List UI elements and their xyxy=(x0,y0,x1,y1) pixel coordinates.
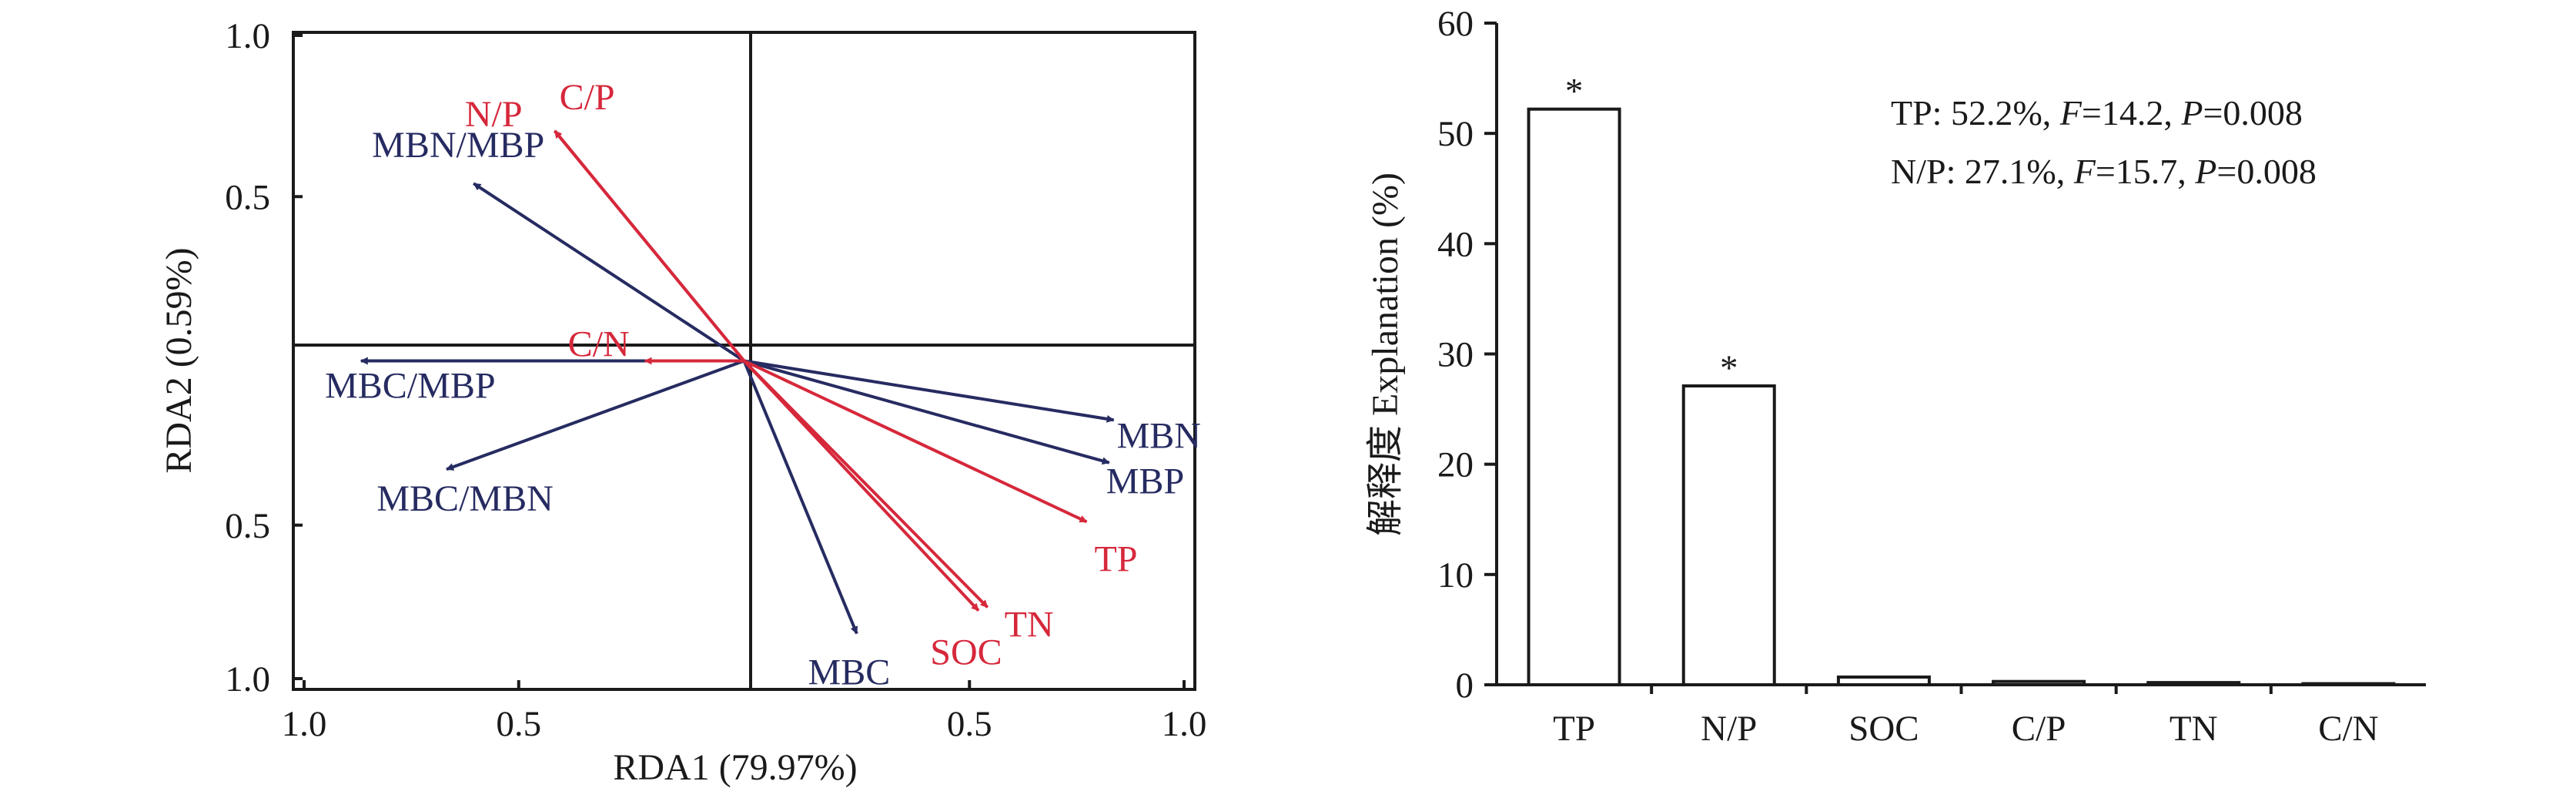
bar-annotation-np: N/P: 27.1%, F=15.7, P=0.008 xyxy=(1891,152,2317,191)
rda-y-tick-label: 1.0 xyxy=(225,659,270,699)
rda-y-tick-label: 0.5 xyxy=(225,177,270,217)
rda-x-tick-label: 1.0 xyxy=(282,704,327,744)
rda-vector-mbp xyxy=(743,359,1110,465)
bar-y-tick-label: 20 xyxy=(1437,445,1474,485)
bar-category-label: C/N xyxy=(2318,709,2378,749)
bar-significance-marker: * xyxy=(1720,348,1738,388)
bar-n-p xyxy=(1681,384,1776,686)
rda-vector-label: MBN xyxy=(1117,415,1201,456)
bar-y-axis-label: 解释度 Explanation (%) xyxy=(1365,173,1406,536)
rda-vector-mbc-mbn xyxy=(446,359,745,471)
rda-vector-soc xyxy=(743,360,980,612)
rda-vectors xyxy=(360,129,1115,635)
rda-vector-label: MBN/MBP xyxy=(372,125,544,166)
bar-soc xyxy=(1836,675,1931,686)
rda-vector-tp xyxy=(743,359,1088,524)
bar-y-tick-label: 10 xyxy=(1437,555,1474,595)
rda-vector-label: TP xyxy=(1094,538,1137,579)
bar-y-tick-label: 40 xyxy=(1437,224,1474,264)
bar-tn xyxy=(2146,681,2241,686)
rda-vector-mbn xyxy=(744,359,1115,423)
rda-vector-label: MBC xyxy=(808,652,891,692)
rda-vector-c-p xyxy=(554,129,746,362)
bar-y-tick-label: 0 xyxy=(1456,666,1474,706)
rda-x-tick-label: 0.5 xyxy=(947,704,992,744)
rda-vector-label: C/N xyxy=(568,324,630,365)
bar-significance-marker: * xyxy=(1565,72,1584,112)
rda-ticks: 1.0 0.5 0.5 1.0 1.0 0.5 0.5 1.0 xyxy=(225,16,1206,744)
rda-y-axis-label: RDA2 (0.59%) xyxy=(159,247,199,473)
bar-tp xyxy=(1527,107,1621,687)
rda-vector-mbc xyxy=(742,360,858,635)
bar-c-p xyxy=(1992,679,2086,687)
rda-vector-label: MBC/MBN xyxy=(376,478,553,519)
rda-y-tick-label: 1.0 xyxy=(225,16,270,56)
bar-y-tick-label: 60 xyxy=(1437,4,1474,44)
rda-biplot-panel: 1.0 0.5 0.5 1.01.00.50.51.0 MBN/MBPMBC/MBPM… xyxy=(159,16,1206,788)
rda-vector-label: N/P xyxy=(465,94,523,135)
rda-x-tick-label: 1.0 xyxy=(1162,704,1207,744)
rda-vector-label: MBC/MBP xyxy=(325,366,495,407)
bar-category-label: TN xyxy=(2170,709,2218,749)
rda-vector-label: C/P xyxy=(560,77,615,118)
bar-category-label: C/P xyxy=(2012,709,2066,749)
rda-vector-labels: MBN/MBP MBC/MBP MBC/MBN MBN MBP MBC N/P C/P C/N T… xyxy=(325,77,1201,693)
bar-y-ticks: 0 10 20 30 40 50 60 xyxy=(1437,4,1497,706)
bar-category-label: TP xyxy=(1553,709,1595,749)
bar-y-tick-label: 50 xyxy=(1437,114,1474,154)
bar-y-tick-label: 30 xyxy=(1437,335,1474,375)
rda-vector-label: SOC xyxy=(930,632,1002,673)
rda-x-axis-label: RDA1 (79.97%) xyxy=(613,747,857,788)
rda-vector-label: TN xyxy=(1005,604,1054,645)
bar-c-n xyxy=(2301,682,2396,687)
rda-vector-mbn-mbp xyxy=(473,182,745,363)
bar-x-ticks: TP N/P SOC C/P TN C/N xyxy=(1553,685,2379,749)
bar-marks: ** xyxy=(1527,72,2396,687)
rda-vector-label: MBP xyxy=(1106,461,1184,502)
bar-annotation-tp: TP: 52.2%, F=14.2, P=0.008 xyxy=(1891,93,2303,132)
bar-category-label: N/P xyxy=(1701,709,1757,749)
rda-x-tick-label: 0.5 xyxy=(496,704,541,744)
bar-category-label: SOC xyxy=(1848,709,1919,749)
rda-y-tick-label: 0.5 xyxy=(225,506,270,546)
rda-plot-frame xyxy=(292,31,1196,691)
